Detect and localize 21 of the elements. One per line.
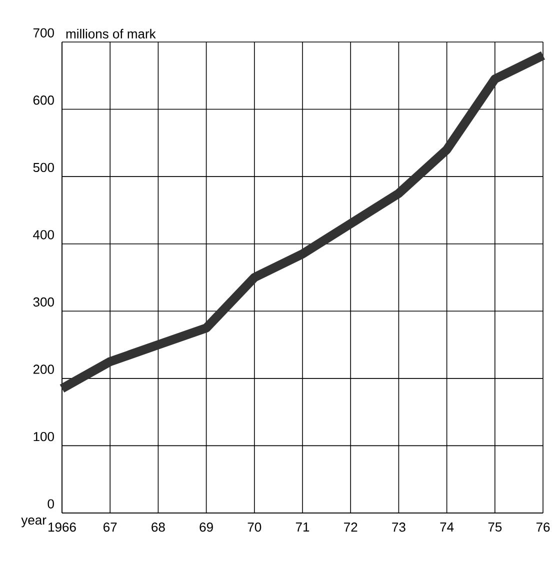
x-tick-label: 68 <box>152 522 165 532</box>
x-tick-label: 74 <box>440 522 454 532</box>
y-tick-label: 100 <box>34 432 54 442</box>
x-axis-title: year <box>21 518 46 528</box>
y-tick-label: 700 <box>33 28 54 38</box>
x-tick-label: 70 <box>248 522 262 532</box>
x-tick-label: 72 <box>344 522 358 532</box>
x-tick-label: 73 <box>392 522 406 532</box>
y-axis-title: millions of mark <box>66 28 156 38</box>
x-tick-label: 1966 <box>48 522 76 532</box>
y-tick-label: 500 <box>33 162 54 172</box>
y-tick-label: 200 <box>33 364 54 374</box>
x-tick-label: 67 <box>104 522 117 532</box>
y-tick-label: 400 <box>33 230 54 240</box>
y-tick-label: 0 <box>48 499 54 508</box>
x-tick-label: 75 <box>488 522 502 532</box>
y-tick-label: 600 <box>33 96 54 105</box>
x-tick-label: 69 <box>200 522 213 532</box>
y-tick-label: 300 <box>33 297 54 307</box>
x-tick-label: 76 <box>536 522 550 532</box>
x-tick-label: 71 <box>296 522 310 532</box>
